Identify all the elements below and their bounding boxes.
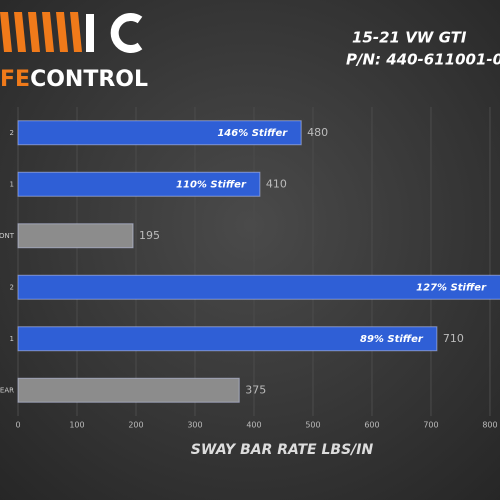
- y-tick-label: ONT: [0, 232, 15, 240]
- logo-stripes: [0, 12, 82, 52]
- bar-annotation: 127% Stiffer: [416, 282, 487, 293]
- bar-annotation: 89% Stiffer: [360, 334, 424, 345]
- y-tick-label: 1: [10, 335, 14, 343]
- x-tick-label: 800: [482, 421, 497, 430]
- x-tick-label: 200: [128, 421, 143, 430]
- value-label: 195: [139, 229, 160, 242]
- logo-text: FECONTROL: [0, 67, 148, 92]
- bar: [17, 274, 500, 300]
- bar-annotation: 110% Stiffer: [176, 179, 247, 190]
- x-tick-label: 700: [423, 421, 438, 430]
- value-label: 480: [307, 126, 328, 139]
- value-label: 710: [443, 332, 464, 345]
- logo-c: [110, 13, 143, 53]
- y-tick-label: EAR: [0, 386, 14, 394]
- logo-bar: [86, 14, 94, 52]
- bar: [17, 171, 261, 197]
- y-tick-label: 1: [10, 180, 14, 188]
- x-tick-label: 300: [187, 421, 202, 430]
- chart-title: 15-21 VW GTI: [352, 29, 467, 47]
- logo-accent: FE: [0, 67, 30, 92]
- chart-subtitle: P/N: 440-611001-0: [346, 51, 500, 69]
- x-tick-label: 400: [246, 421, 261, 430]
- x-tick-label: 600: [364, 421, 379, 430]
- logo-word: CONTROL: [30, 67, 148, 92]
- bar: [17, 223, 134, 249]
- bar: [17, 120, 302, 146]
- y-tick-label: 2: [10, 283, 14, 291]
- value-label: 410: [266, 177, 287, 190]
- x-tick-label: 500: [305, 421, 320, 430]
- logo: FECONTROL: [0, 12, 148, 92]
- x-tick-label: 0: [15, 421, 20, 430]
- bar: [17, 377, 240, 403]
- x-axis-label: SWAY BAR RATE LBS/IN: [191, 442, 374, 458]
- y-tick-label: 2: [10, 129, 14, 137]
- bar: [17, 326, 438, 352]
- bar-annotation: 146% Stiffer: [217, 128, 288, 139]
- x-tick-label: 100: [69, 421, 84, 430]
- value-label: 375: [245, 383, 266, 396]
